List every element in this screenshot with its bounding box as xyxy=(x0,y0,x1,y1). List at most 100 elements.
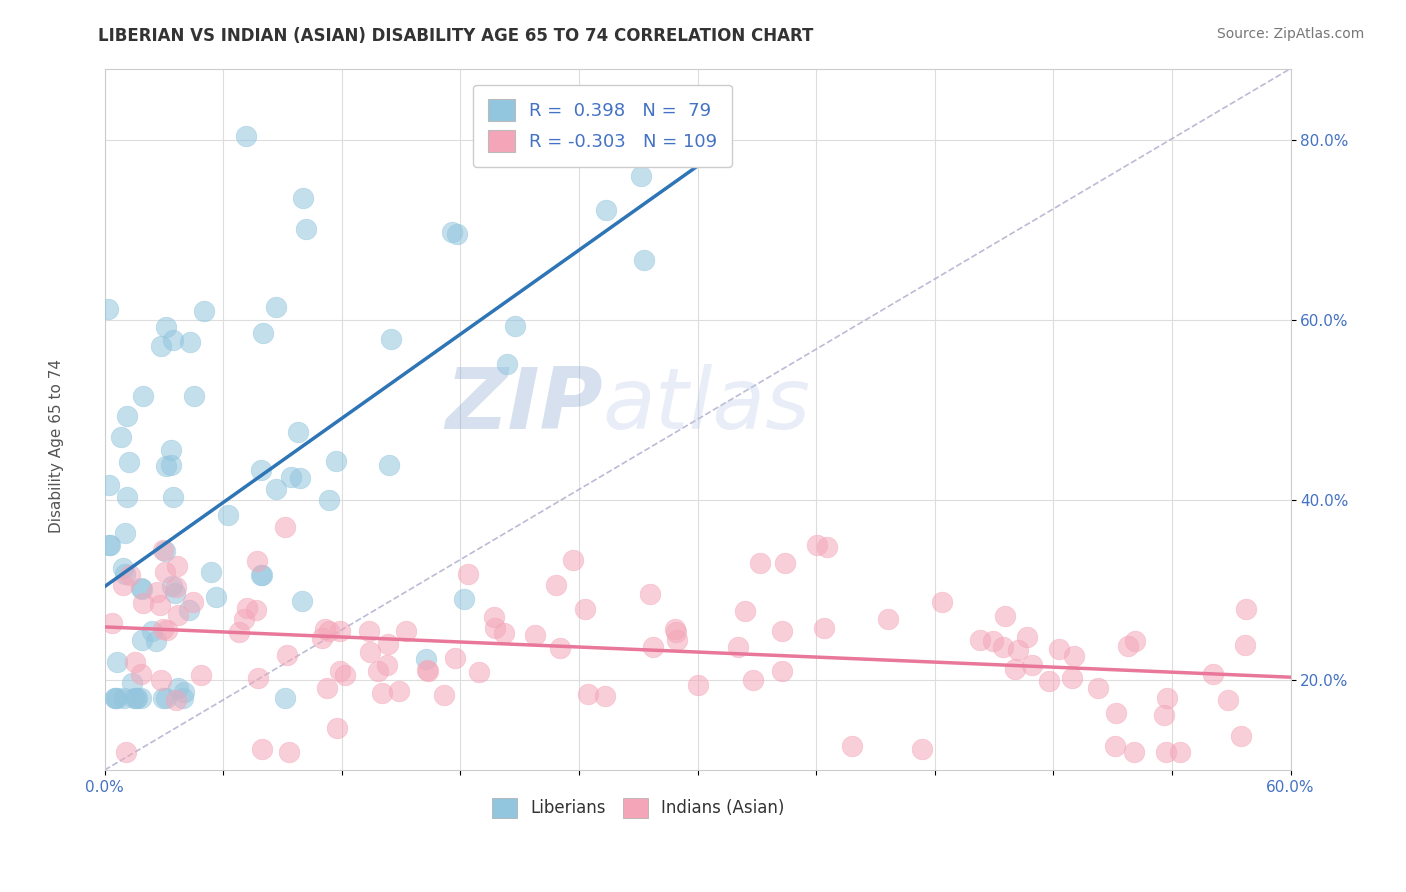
Point xyxy=(1015,631,1038,645)
Point xyxy=(118,455,141,469)
Point xyxy=(377,637,399,651)
Point xyxy=(1156,745,1178,759)
Point xyxy=(162,333,184,347)
Point xyxy=(1229,729,1251,743)
Point xyxy=(841,739,863,754)
Point xyxy=(112,691,135,706)
Point xyxy=(172,691,194,706)
Point xyxy=(155,691,177,706)
Point xyxy=(236,601,259,615)
Point xyxy=(129,581,152,595)
Point xyxy=(149,339,172,353)
Point xyxy=(325,454,347,468)
Point xyxy=(993,640,1015,654)
Point xyxy=(232,612,254,626)
Point xyxy=(155,459,177,474)
Point xyxy=(155,320,177,334)
Point xyxy=(110,430,132,444)
Point xyxy=(291,593,314,607)
Point xyxy=(416,665,439,679)
Point xyxy=(1216,692,1239,706)
Point xyxy=(250,741,273,756)
Point xyxy=(98,538,121,552)
Point xyxy=(250,567,273,582)
Point xyxy=(114,567,136,582)
Point xyxy=(727,640,749,655)
Point xyxy=(371,686,394,700)
Point xyxy=(150,673,173,687)
Point xyxy=(129,667,152,681)
Point xyxy=(166,607,188,622)
Point xyxy=(1021,657,1043,672)
Point xyxy=(981,633,1004,648)
Point xyxy=(440,226,463,240)
Text: LIBERIAN VS INDIAN (ASIAN) DISABILITY AGE 65 TO 74 CORRELATION CHART: LIBERIAN VS INDIAN (ASIAN) DISABILITY AG… xyxy=(98,27,814,45)
Point xyxy=(228,624,250,639)
Point xyxy=(1122,745,1144,759)
Point xyxy=(160,579,183,593)
Point xyxy=(969,633,991,648)
Point xyxy=(415,652,437,666)
Point xyxy=(595,202,617,217)
Point xyxy=(499,115,522,129)
Point xyxy=(107,691,129,706)
Point xyxy=(484,610,506,624)
Point xyxy=(274,691,297,706)
Point xyxy=(104,691,127,706)
Point xyxy=(131,633,153,648)
Point xyxy=(112,578,135,592)
Point xyxy=(375,657,398,672)
Point xyxy=(630,169,652,183)
Point xyxy=(152,691,174,706)
Point xyxy=(122,691,145,706)
Point xyxy=(247,671,270,685)
Point xyxy=(1233,638,1256,652)
Point xyxy=(1116,639,1139,653)
Point xyxy=(190,668,212,682)
Text: Source: ZipAtlas.com: Source: ZipAtlas.com xyxy=(1216,27,1364,41)
Point xyxy=(524,627,547,641)
Point xyxy=(276,648,298,663)
Point xyxy=(1105,706,1128,720)
Point xyxy=(468,665,491,679)
Point xyxy=(416,663,439,677)
Point xyxy=(277,745,299,759)
Point xyxy=(124,655,146,669)
Point xyxy=(217,508,239,522)
Point xyxy=(1047,641,1070,656)
Point xyxy=(132,389,155,403)
Point xyxy=(994,609,1017,624)
Point xyxy=(325,721,347,735)
Point xyxy=(249,463,271,477)
Point xyxy=(433,689,456,703)
Point xyxy=(97,302,120,317)
Point xyxy=(287,425,309,439)
Point xyxy=(367,664,389,678)
Point xyxy=(806,538,828,552)
Point xyxy=(162,490,184,504)
Point xyxy=(1004,662,1026,676)
Point xyxy=(593,690,616,704)
Point xyxy=(179,335,201,350)
Point xyxy=(770,665,793,679)
Point xyxy=(101,615,124,630)
Point xyxy=(160,443,183,458)
Point xyxy=(125,691,148,706)
Point xyxy=(152,622,174,636)
Point xyxy=(773,556,796,570)
Point xyxy=(446,227,468,242)
Point xyxy=(115,409,138,423)
Point xyxy=(181,595,204,609)
Text: Disability Age 65 to 74: Disability Age 65 to 74 xyxy=(49,359,63,533)
Point xyxy=(1153,708,1175,723)
Point xyxy=(264,300,287,314)
Point xyxy=(686,678,709,692)
Point xyxy=(112,561,135,575)
Point xyxy=(457,567,479,582)
Text: ZIP: ZIP xyxy=(446,364,603,447)
Point xyxy=(318,492,340,507)
Point xyxy=(295,222,318,236)
Point xyxy=(177,602,200,616)
Point xyxy=(1038,674,1060,689)
Point xyxy=(274,520,297,534)
